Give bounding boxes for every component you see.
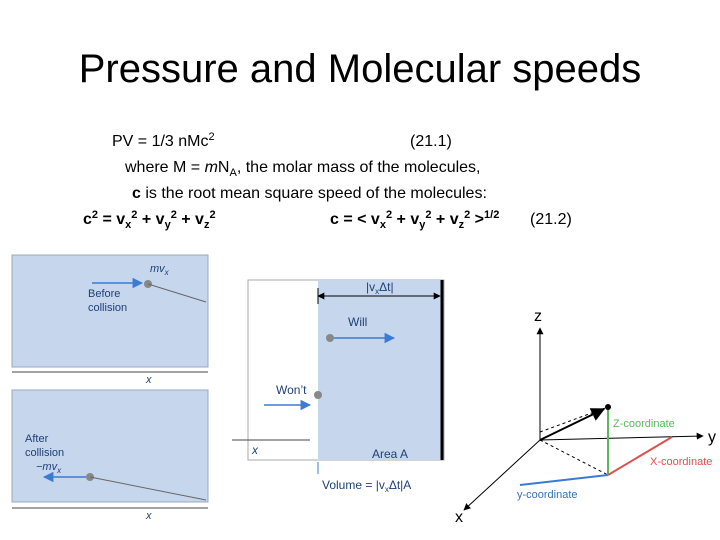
text-run: + v: [177, 211, 204, 228]
superscript: 2: [209, 209, 215, 221]
axis-label: x: [455, 509, 463, 526]
text-run: >: [470, 211, 484, 228]
label: |vxΔt|: [366, 280, 394, 296]
subscript: x: [375, 287, 379, 296]
equation-line: where M = mNA, the molar mass of the mol…: [124, 159, 480, 179]
text-run: Volume = |v: [322, 478, 385, 492]
axis-label: y: [708, 429, 716, 446]
axis-label: x: [251, 443, 259, 457]
projection-line: [539, 439, 609, 476]
label: Won’t: [276, 383, 307, 397]
collision-figure: mvx Before collision x After collision −…: [11, 254, 209, 522]
subscript: y: [165, 219, 172, 231]
position-vector: [539, 408, 606, 441]
subscript: x: [125, 219, 132, 231]
text-run: c: [83, 211, 92, 228]
subscript: x: [380, 219, 387, 231]
superscript: 2: [209, 131, 215, 143]
subscript: x: [56, 466, 62, 475]
subscript: A: [229, 167, 237, 179]
text-run: where M =: [124, 159, 205, 176]
label: Before: [88, 288, 120, 300]
equation-line: c is the root mean square speed of the m…: [132, 185, 487, 202]
text-run: + v: [392, 211, 419, 228]
label: Will: [348, 315, 367, 329]
x-axis: [463, 439, 541, 511]
text-run: m: [205, 159, 218, 176]
text-run: PV = 1/3 nMc: [112, 133, 209, 150]
path-line: [89, 476, 207, 501]
text-run: + v: [431, 211, 458, 228]
superscript: 1/2: [484, 209, 499, 221]
label: collision: [25, 447, 64, 459]
x-component: [607, 436, 673, 476]
text-run: = v: [98, 211, 125, 228]
label: y-coordinate: [517, 489, 578, 501]
text-run: |v: [366, 280, 375, 294]
subscript: x: [164, 268, 170, 277]
label: X-coordinate: [650, 456, 712, 468]
superscript: 2: [464, 209, 470, 221]
volume-region: [318, 280, 442, 460]
panel: [11, 254, 209, 368]
axes-figure: z y x Z-coordinate X-coordinate y-coordi…: [455, 308, 716, 526]
path-line: [147, 283, 207, 303]
text-run: −mv: [36, 461, 59, 473]
superscript: 2: [92, 209, 98, 221]
y-component: [519, 474, 609, 486]
axis-label: x: [145, 510, 152, 522]
text-run: Δt|: [379, 280, 393, 294]
equation-line: PV = 1/3 nMc2 (21.1): [112, 127, 452, 150]
superscript: 2: [131, 209, 137, 221]
axis-label: x: [145, 374, 152, 386]
point: [605, 404, 611, 410]
equation-number: (21.1): [410, 133, 452, 150]
label: collision: [88, 302, 127, 314]
panel: [11, 389, 209, 503]
label: mvx: [150, 263, 170, 277]
text-run: c = < v: [330, 211, 380, 228]
superscript: 2: [171, 209, 177, 221]
text-run: , the molar mass of the molecules,: [237, 159, 481, 176]
label: Z-coordinate: [613, 418, 675, 430]
text-run: N: [218, 159, 230, 176]
label: Volume = |vxΔt|A: [322, 478, 411, 494]
subscript: z: [459, 219, 465, 231]
axis-label: z: [534, 308, 542, 325]
title: Pressure and Molecular speeds: [79, 47, 642, 91]
text-run: + v: [137, 211, 164, 228]
superscript: 2: [425, 209, 431, 221]
y-axis: [539, 432, 704, 441]
molecule: [326, 334, 334, 342]
text-run: c: [132, 185, 141, 202]
text-run: is the root mean square speed of the mol…: [141, 185, 487, 202]
volume-figure: |vxΔt| Will Won’t x Area A Volume = |vxΔ…: [232, 279, 445, 494]
subscript: y: [419, 219, 426, 231]
superscript: 2: [386, 209, 392, 221]
text-run: Δt|A: [389, 478, 411, 492]
label: Area A: [372, 447, 408, 461]
equation-number: (21.2): [530, 211, 572, 228]
subscript: x: [385, 485, 389, 494]
subscript: z: [204, 219, 210, 231]
text-run: mv: [150, 263, 166, 275]
equation-line: c2 = vx2 + vy2 + vz2 c = < vx2 + vy2 + v…: [83, 205, 572, 231]
molecule: [314, 391, 322, 399]
label: −mvx: [36, 461, 62, 475]
label: After: [25, 433, 49, 445]
